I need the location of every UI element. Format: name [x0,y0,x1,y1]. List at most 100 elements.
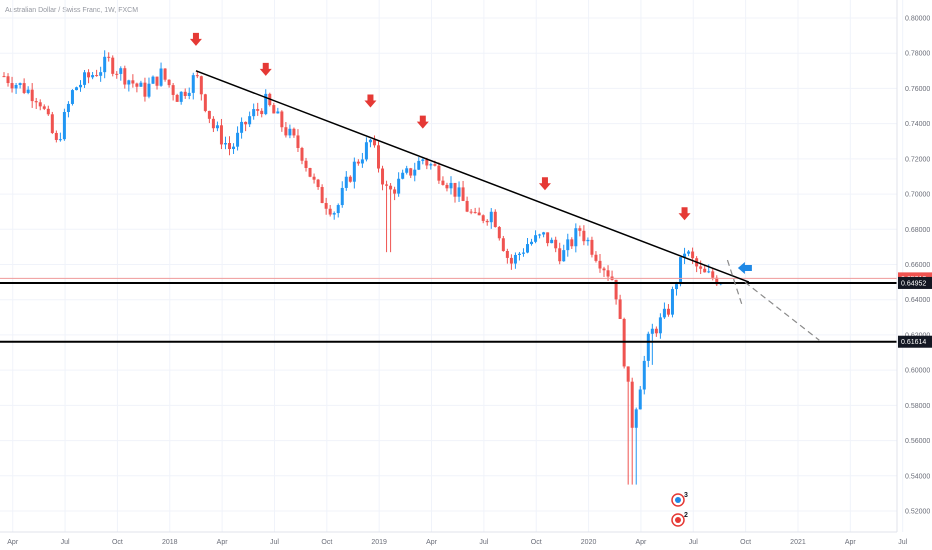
candle-body[interactable] [10,83,14,89]
candle-body[interactable] [530,241,534,245]
candle-body[interactable] [296,135,300,148]
candle-body[interactable] [670,289,674,315]
candle-body[interactable] [461,187,465,201]
candle-body[interactable] [364,142,368,160]
candle-body[interactable] [272,105,276,114]
candle-body[interactable] [91,75,95,78]
candle-body[interactable] [473,212,477,214]
candle-body[interactable] [288,128,292,136]
candle-body[interactable] [449,182,453,189]
candle-body[interactable] [107,56,111,58]
candle-body[interactable] [135,83,139,87]
candle-body[interactable] [187,92,191,96]
candle-body[interactable] [252,109,256,117]
candle-body[interactable] [232,146,236,150]
time-axis[interactable]: Apr Jul Oct 2018 Apr Jul Oct 2019 Apr Jul Oct 2020 A… [7,539,907,546]
candle-body[interactable] [34,101,38,103]
candle-body[interactable] [578,228,582,231]
candlestick-series[interactable] [2,50,723,485]
candle-body[interactable] [477,212,481,216]
candle-body[interactable] [111,57,115,74]
candle-body[interactable] [244,121,248,125]
candle-body[interactable] [50,114,54,133]
candle-body[interactable] [195,75,199,77]
candle-body[interactable] [542,232,546,235]
candle-body[interactable] [469,211,473,213]
candle-body[interactable] [248,116,252,125]
candle-body[interactable] [598,260,602,269]
candle-body[interactable] [397,178,401,194]
candle-body[interactable] [344,176,348,188]
candle-body[interactable] [340,187,344,206]
candle-body[interactable] [115,73,119,75]
price-axis[interactable]: 0.80000 0.78000 0.76000 0.74000 0.72000 0.700… [898,16,932,516]
candle-body[interactable] [485,220,489,223]
candle-body[interactable] [558,248,562,262]
candle-body[interactable] [453,182,457,197]
candle-body[interactable] [687,251,691,254]
candle-body[interactable] [646,333,650,361]
candle-body[interactable] [360,159,364,164]
candle-body[interactable] [433,164,437,166]
candle-body[interactable] [638,389,642,410]
candle-body[interactable] [634,409,638,428]
candle-body[interactable] [405,168,409,173]
candle-body[interactable] [413,169,417,176]
candle-body[interactable] [513,254,517,264]
candle-body[interactable] [401,172,405,179]
projection-dashed-line[interactable] [726,259,744,308]
candle-body[interactable] [348,176,352,182]
candle-body[interactable] [493,211,497,228]
candle-body[interactable] [421,159,425,161]
candle-body[interactable] [372,139,376,146]
candle-body[interactable] [203,94,207,111]
candle-body[interactable] [276,111,280,114]
candle-body[interactable] [699,266,703,269]
candle-body[interactable] [256,109,260,111]
candle-body[interactable] [183,91,187,96]
candle-body[interactable] [103,56,107,73]
candle-body[interactable] [594,254,598,261]
candle-body[interactable] [123,68,127,85]
drawings[interactable] [0,32,897,343]
candle-body[interactable] [650,328,654,334]
candle-body[interactable] [505,251,509,258]
candle-body[interactable] [58,139,62,141]
candle-body[interactable] [308,167,312,177]
candle-body[interactable] [171,85,175,95]
candle-body[interactable] [521,252,525,254]
candle-body[interactable] [586,239,590,242]
candle-body[interactable] [381,168,385,185]
candle-body[interactable] [526,244,529,253]
candle-body[interactable] [614,279,618,300]
candle-body[interactable] [711,271,715,278]
candle-body[interactable] [691,251,695,259]
candle-body[interactable] [356,161,360,164]
candle-body[interactable] [223,143,227,145]
candle-body[interactable] [18,83,22,85]
candle-body[interactable] [87,72,91,78]
candle-body[interactable] [228,143,232,150]
candle-body[interactable] [284,127,288,136]
candle-body[interactable] [99,72,103,76]
candle-body[interactable] [606,270,610,277]
candle-body[interactable] [437,165,441,181]
candle-body[interactable] [630,381,634,428]
candle-body[interactable] [425,159,429,166]
candle-body[interactable] [445,184,449,189]
candle-body[interactable] [441,180,445,185]
candle-body[interactable] [30,89,34,102]
candle-body[interactable] [658,317,662,334]
candle-body[interactable] [143,82,147,97]
candle-body[interactable] [642,360,646,390]
candle-body[interactable] [368,139,372,143]
candle-body[interactable] [300,147,304,161]
candle-body[interactable] [324,203,328,209]
candle-body[interactable] [385,184,389,186]
candle-body[interactable] [316,179,320,188]
candle-body[interactable] [22,83,26,93]
candle-body[interactable] [389,185,393,190]
candle-body[interactable] [517,253,521,255]
candle-body[interactable] [429,164,433,166]
candle-body[interactable] [457,187,461,197]
